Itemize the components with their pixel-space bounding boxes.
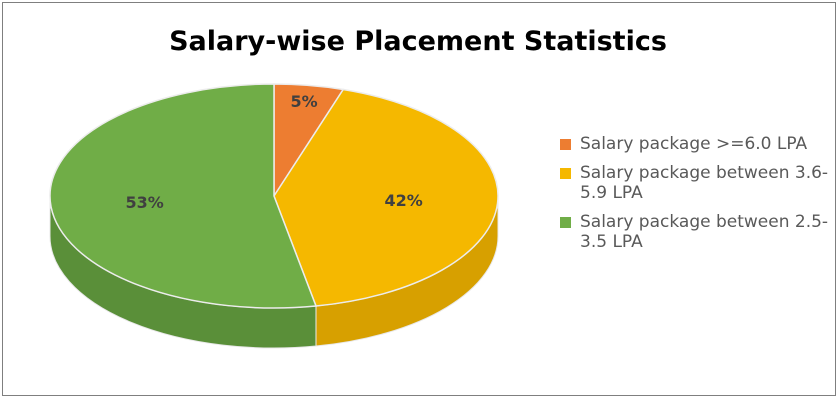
legend-item-1: Salary package >=6.0 LPA <box>560 134 830 154</box>
pie-slice-3 <box>49 83 318 309</box>
legend-label: Salary package >=6.0 LPA <box>580 134 808 154</box>
legend-item-2: Salary package between 3.6-5.9 LPA <box>560 163 830 203</box>
data-label-3: 53% <box>126 193 164 212</box>
legend-swatch <box>560 217 571 228</box>
legend-item-3: Salary package between 2.5-3.5 LPA <box>560 212 830 252</box>
data-label-1: 5% <box>291 92 318 111</box>
legend-swatch <box>560 139 571 150</box>
pie-slice-2 <box>273 88 499 307</box>
legend-label: Salary package between 2.5-3.5 LPA <box>580 212 829 252</box>
legend-swatch <box>560 168 571 179</box>
data-label-2: 42% <box>385 191 423 210</box>
chart-legend: Salary package >=6.0 LPA Salary package b… <box>560 134 830 261</box>
chart-title: Salary-wise Placement Statistics <box>169 26 667 57</box>
legend-label: Salary package between 3.6-5.9 LPA <box>580 163 829 203</box>
